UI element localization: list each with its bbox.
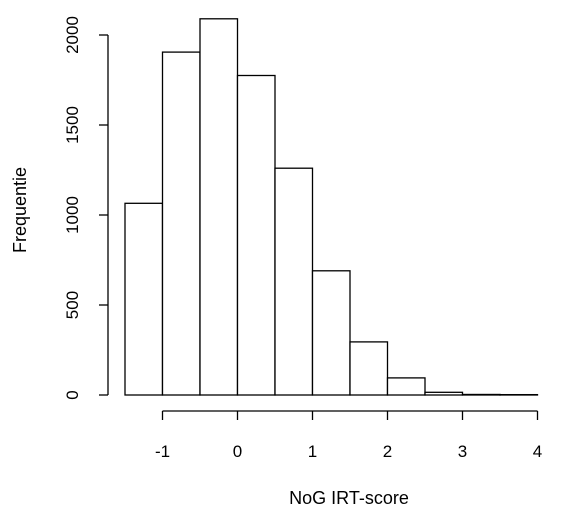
y-tick-label: 1000 bbox=[63, 196, 82, 234]
histogram-bar bbox=[424, 391, 464, 396]
histogram-bar bbox=[311, 270, 351, 396]
histogram-bar bbox=[386, 377, 426, 396]
y-axis-label: Frequentie bbox=[10, 167, 30, 253]
x-tick-label: 2 bbox=[383, 442, 392, 461]
x-tick-label: 0 bbox=[233, 442, 242, 461]
histogram-bar bbox=[161, 51, 201, 396]
histogram-bar bbox=[461, 393, 501, 396]
y-tick-label: 500 bbox=[63, 291, 82, 319]
x-tick-label: -1 bbox=[155, 442, 170, 461]
y-tick-label: 0 bbox=[63, 390, 82, 399]
bars-group bbox=[124, 18, 539, 396]
histogram-bar bbox=[349, 341, 389, 396]
histogram-bar bbox=[124, 202, 164, 396]
histogram-bar bbox=[274, 167, 314, 396]
histogram-bar bbox=[199, 18, 239, 396]
x-axis-label: NoG IRT-score bbox=[289, 488, 409, 508]
x-tick-label: 4 bbox=[533, 442, 542, 461]
x-tick-label: 1 bbox=[308, 442, 317, 461]
x-axis: -1 0 1 2 3 4 bbox=[155, 410, 542, 461]
y-tick-label: 1500 bbox=[63, 106, 82, 144]
x-tick-label: 3 bbox=[458, 442, 467, 461]
histogram-bar bbox=[236, 74, 276, 396]
y-axis: 0 500 1000 1500 2000 bbox=[63, 16, 109, 400]
y-tick-label: 2000 bbox=[63, 16, 82, 54]
